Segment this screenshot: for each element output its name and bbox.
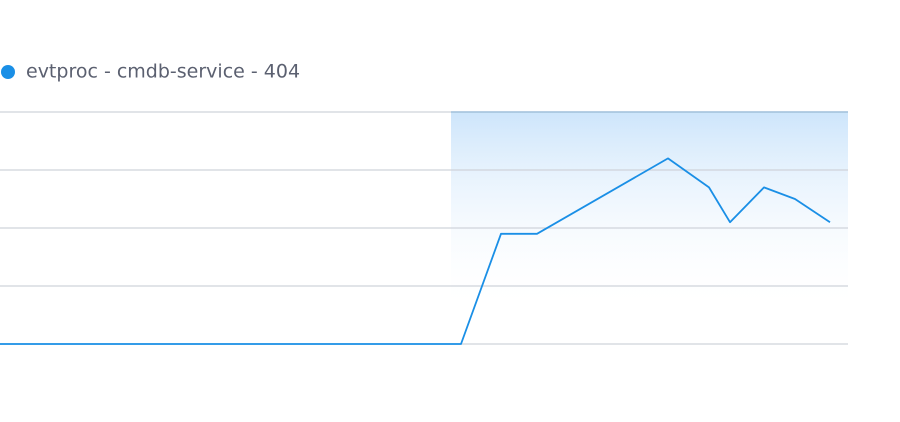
legend-label: evtproc - cmdb-service - 404 bbox=[26, 61, 300, 83]
highlight-region bbox=[451, 112, 848, 312]
series-line bbox=[0, 157, 831, 345]
legend-marker bbox=[1, 65, 15, 79]
